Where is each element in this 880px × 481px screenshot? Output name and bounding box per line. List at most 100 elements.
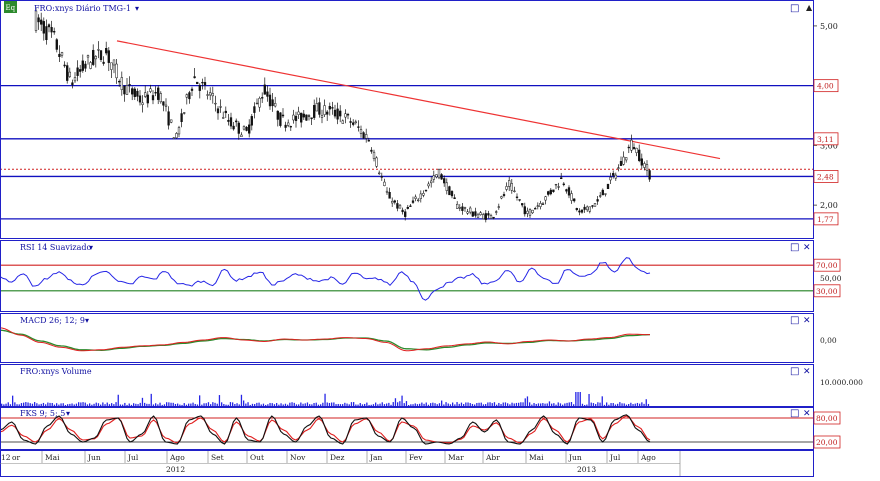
stoch-close-button[interactable]: ✕ — [803, 409, 811, 419]
volume-bar — [111, 403, 113, 406]
candle-body — [206, 94, 209, 96]
candle-body — [248, 124, 251, 134]
stoch-panel-dropdown[interactable]: ▾ — [66, 409, 70, 418]
candle-body — [112, 59, 116, 66]
volume-bar — [412, 404, 414, 406]
candle-body — [300, 112, 303, 123]
candle-body — [414, 196, 417, 199]
volume-bar — [124, 402, 126, 406]
volume-bar — [496, 404, 498, 406]
volume-bar — [562, 404, 564, 406]
volume-bar — [390, 404, 392, 406]
volume-bar — [383, 404, 386, 406]
candle-body — [383, 181, 386, 186]
rsi-maximize-button[interactable]: □ — [790, 242, 799, 253]
time-label: Mar — [448, 453, 464, 462]
volume-bar — [410, 404, 412, 406]
time-label: 12 — [1, 453, 11, 462]
volume-bar — [5, 403, 7, 406]
price-panel-title[interactable]: FRO:xnys Diário TMG-1 — [34, 4, 131, 13]
candle-body — [627, 146, 630, 149]
volume-bar — [95, 402, 97, 406]
candle-body — [209, 92, 212, 96]
volume-bar — [45, 404, 47, 406]
volume-tick-label: 10.000.000 — [820, 378, 863, 387]
volume-bar — [302, 403, 304, 406]
volume-bar — [375, 402, 377, 406]
candle-body — [359, 129, 363, 134]
volume-close-button[interactable]: ✕ — [803, 367, 811, 377]
volume-panel-title[interactable]: FRO:xnys Volume — [20, 367, 92, 376]
volume-bar — [641, 402, 643, 406]
time-label: Jun — [87, 453, 101, 462]
candle-body — [510, 183, 513, 191]
volume-bar — [467, 402, 469, 406]
volume-bar — [344, 402, 346, 406]
volume-bar — [533, 403, 535, 406]
volume-bar — [40, 403, 42, 406]
candle-body — [370, 149, 373, 152]
candle-body — [492, 216, 495, 219]
volume-bar — [463, 404, 465, 406]
candle-body — [193, 76, 196, 79]
volume-bar — [100, 404, 102, 406]
candle-body — [487, 213, 490, 216]
time-label: Abr — [485, 453, 500, 462]
volume-bar — [238, 404, 240, 406]
volume-bar — [566, 402, 568, 406]
stoch-maximize-button[interactable]: □ — [790, 408, 799, 419]
eq-badge[interactable] — [4, 1, 17, 13]
rsi-close-button[interactable]: ✕ — [803, 243, 811, 253]
stoch-level-box — [813, 411, 841, 425]
volume-bar — [555, 404, 557, 406]
macd-panel-dropdown[interactable]: ▾ — [85, 316, 89, 325]
volume-bar — [625, 404, 628, 406]
volume-bar — [331, 402, 333, 406]
volume-bar — [62, 403, 64, 406]
volume-bar — [553, 403, 555, 406]
volume-bar — [441, 400, 443, 406]
candle-body — [185, 94, 188, 98]
volume-bar — [141, 397, 144, 406]
volume-bar — [161, 404, 163, 406]
candle-body — [344, 113, 347, 118]
price-panel-dropdown[interactable]: ▾ — [135, 4, 139, 13]
volume-bar — [401, 395, 403, 406]
volume-bar — [254, 404, 256, 406]
volume-bar — [56, 403, 58, 406]
price-maximize-button[interactable]: □ — [790, 3, 799, 14]
macd-close-button[interactable]: ✕ — [803, 316, 811, 326]
candle-body — [235, 120, 238, 123]
candle-body — [323, 105, 326, 115]
stoch-panel-title[interactable]: FKS 9; 5; 5 — [20, 409, 65, 418]
volume-bar — [38, 404, 40, 406]
volume-bar — [236, 403, 238, 406]
volume-maximize-button[interactable]: □ — [790, 366, 799, 377]
candle-body — [505, 186, 508, 190]
volume-bar — [603, 404, 606, 406]
rsi-panel-title[interactable]: RSI 14 Suavizado — [20, 243, 92, 252]
volume-bar — [181, 404, 183, 406]
volume-bar — [16, 404, 18, 406]
volume-bar — [172, 402, 174, 406]
macd-maximize-button[interactable]: □ — [790, 315, 799, 326]
volume-bar — [557, 402, 559, 406]
time-label: Nov — [290, 453, 306, 462]
volume-bar — [170, 402, 172, 406]
volume-bar — [328, 402, 331, 406]
volume-bar — [614, 404, 617, 406]
candle-body — [253, 106, 256, 113]
volume-bar — [573, 404, 575, 406]
candle-body — [643, 163, 646, 168]
macd-panel-title[interactable]: MACD 26; 12; 9 — [20, 316, 85, 325]
volume-bar — [293, 402, 295, 406]
candle-body — [500, 196, 503, 199]
volume-bar — [306, 402, 309, 406]
volume-bar — [647, 403, 650, 406]
volume-bar — [366, 402, 368, 406]
rsi-panel-dropdown[interactable]: ▾ — [89, 243, 93, 252]
candle-body — [284, 124, 287, 128]
volume-bar — [379, 403, 381, 406]
scroll-up-icon[interactable]: ▲ — [806, 3, 813, 12]
volume-bar — [280, 403, 282, 406]
